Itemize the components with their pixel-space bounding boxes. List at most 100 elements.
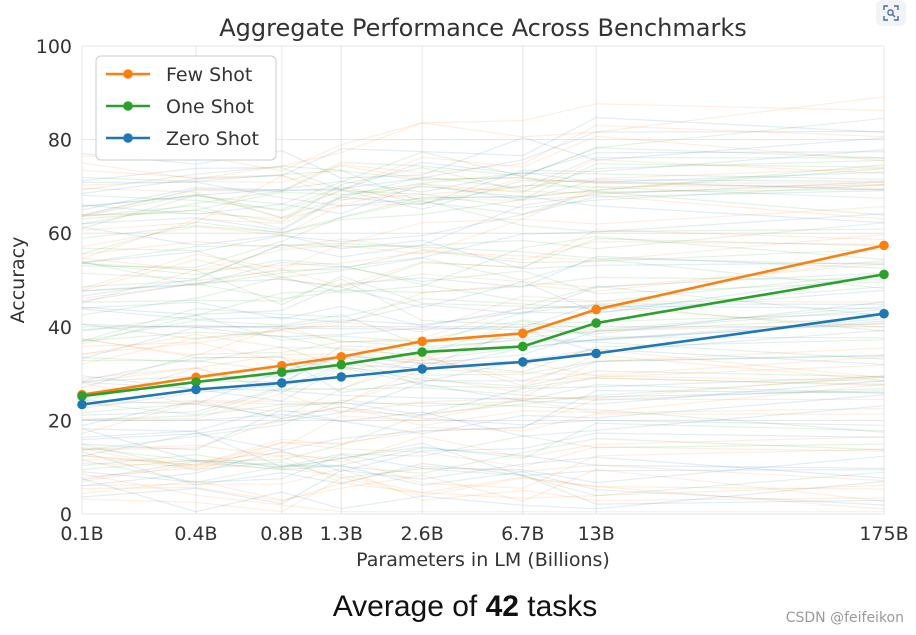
task-line [81, 323, 885, 360]
task-line [81, 354, 885, 389]
task-line [81, 259, 885, 303]
task-line [81, 435, 885, 463]
task-line [81, 103, 885, 180]
task-line [81, 226, 885, 270]
task-line [81, 402, 885, 433]
task-line [81, 428, 885, 477]
task-line [81, 305, 885, 389]
y-tick-label: 20 [48, 410, 72, 432]
task-line [81, 366, 885, 405]
task-line [81, 183, 885, 248]
task-line [81, 163, 885, 255]
task-line [81, 468, 885, 502]
x-tick-label: 1.3B [320, 523, 363, 545]
task-line [81, 247, 885, 289]
y-tick-label: 100 [36, 36, 72, 58]
task-line [81, 386, 885, 419]
task-line [81, 398, 885, 472]
task-line [81, 258, 885, 292]
task-line [81, 448, 885, 489]
task-line [81, 184, 885, 211]
task-line [81, 306, 885, 357]
task-line [81, 346, 885, 376]
task-line [81, 435, 885, 471]
chart-caption: Average of 42 tasks [0, 590, 916, 624]
task-line [81, 432, 885, 487]
task-line [81, 179, 885, 215]
task-line [81, 136, 885, 179]
task-line [81, 333, 885, 387]
data-point [277, 378, 287, 388]
task-line [81, 181, 885, 297]
task-line [81, 229, 885, 299]
task-line [81, 463, 885, 510]
data-point [879, 269, 889, 280]
task-line [81, 167, 885, 210]
series-line [81, 244, 885, 396]
task-line [81, 184, 885, 230]
task-line [81, 259, 885, 365]
task-line [81, 318, 885, 405]
data-point [591, 348, 601, 359]
x-tick-label: 6.7B [501, 523, 544, 545]
task-line [81, 454, 885, 484]
task-line [81, 187, 885, 220]
data-point [879, 240, 889, 251]
task-line [81, 116, 885, 195]
data-point [517, 328, 528, 339]
task-line [81, 437, 885, 483]
task-line [81, 170, 885, 193]
task-line [81, 382, 885, 417]
task-line [81, 168, 885, 269]
legend-box [95, 55, 277, 161]
task-line [81, 286, 885, 342]
y-axis-label: Accuracy [7, 237, 29, 324]
task-line [81, 355, 885, 394]
data-point [879, 308, 889, 319]
task-line [81, 301, 885, 416]
task-line [81, 295, 885, 355]
legend-label: Few Shot [166, 64, 252, 86]
task-line [81, 242, 885, 266]
data-point [336, 359, 347, 370]
task-line [81, 428, 885, 469]
task-line [81, 233, 885, 271]
task-line [81, 238, 885, 261]
task-line [81, 303, 885, 331]
data-point [336, 351, 347, 362]
legend-swatch-marker [123, 69, 133, 79]
y-tick-labels: 0 20 40 60 80 100 [36, 36, 72, 526]
task-line [82, 347, 885, 420]
data-point [277, 367, 287, 377]
task-line [81, 184, 885, 289]
task-line [81, 124, 885, 216]
task-line [81, 394, 885, 451]
task-line [81, 222, 885, 280]
caption-suffix: tasks [518, 590, 598, 623]
task-line [81, 413, 885, 466]
task-line [81, 181, 885, 224]
task-line [81, 374, 885, 467]
task-line [81, 473, 884, 513]
task-line [81, 356, 885, 406]
task-line [81, 159, 885, 260]
data-point [417, 336, 427, 347]
x-axis-label: Parameters in LM (Billions) [356, 549, 610, 571]
image-search-button[interactable] [876, 0, 906, 26]
task-line [81, 348, 885, 441]
task-count: 42 [485, 590, 519, 623]
task-line [81, 478, 885, 513]
data-point [517, 341, 528, 352]
y-tick-label: 80 [48, 130, 72, 152]
data-point [191, 377, 201, 387]
task-line [81, 460, 885, 506]
data-point [517, 357, 528, 367]
x-tick-label: 0.4B [174, 523, 217, 545]
task-line [81, 364, 885, 435]
task-line [81, 320, 885, 356]
task-line [81, 456, 885, 505]
task-line [81, 276, 885, 332]
series-line [81, 273, 885, 398]
task-line [81, 156, 885, 219]
x-tick-label: 2.6B [401, 523, 444, 545]
